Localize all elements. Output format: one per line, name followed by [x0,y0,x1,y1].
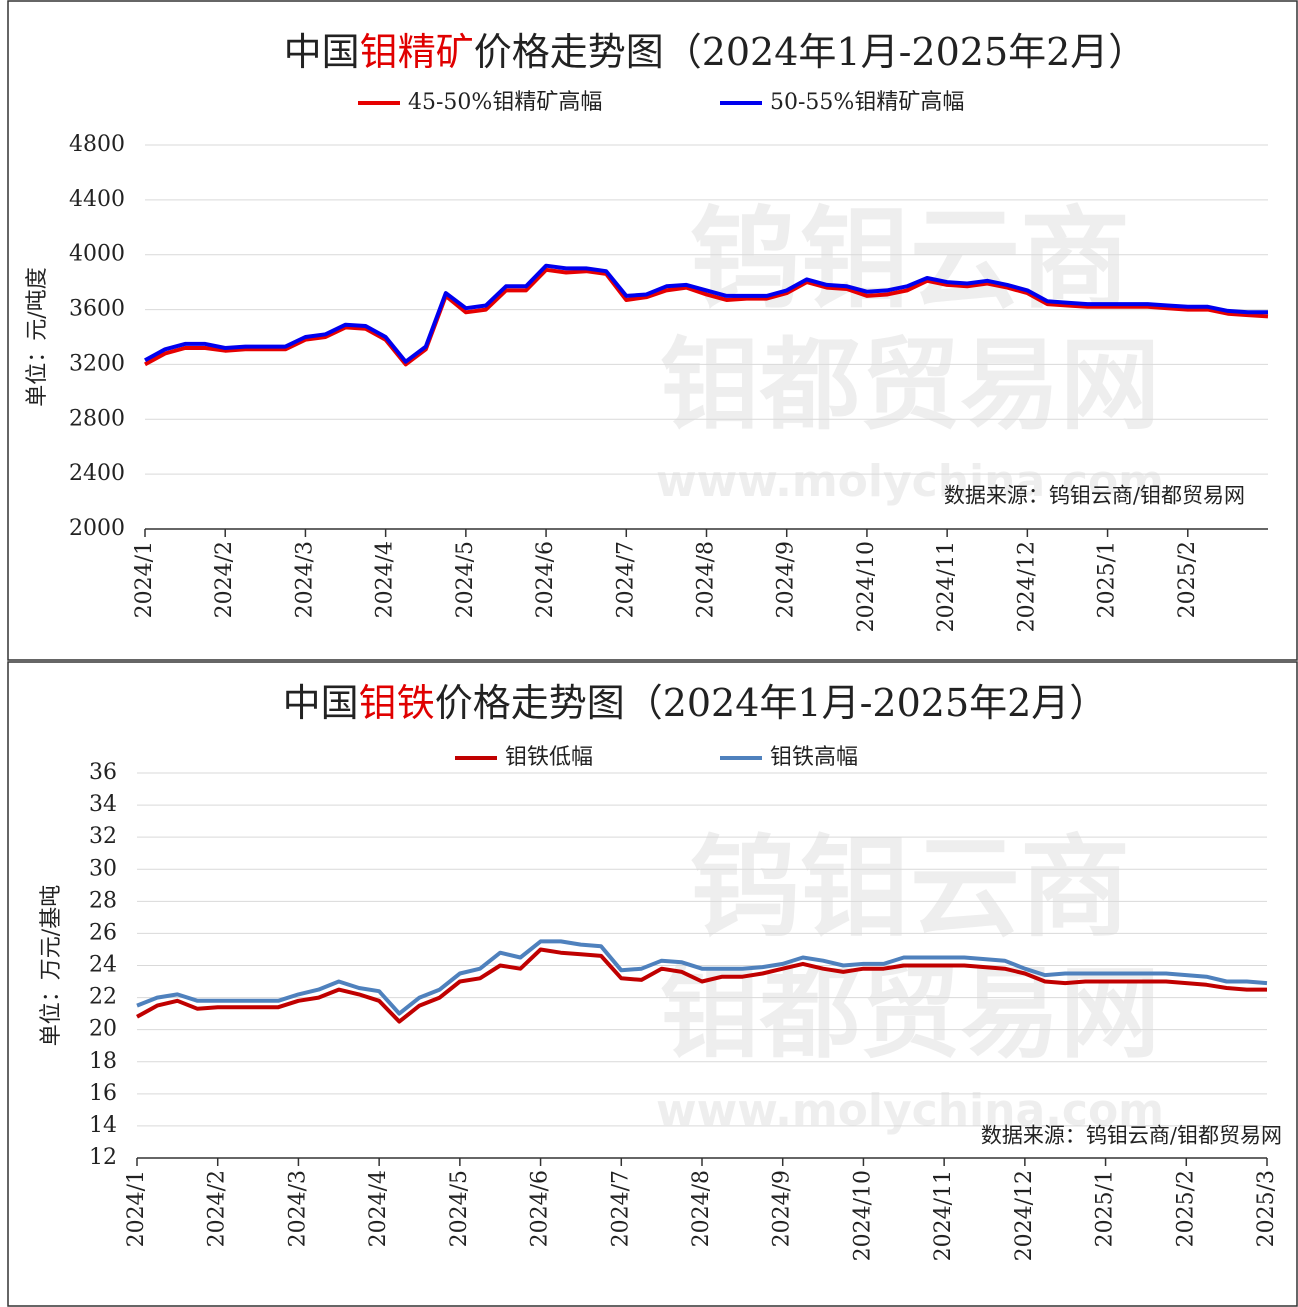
x-tick-label: 2025/2 [1175,541,1200,618]
y-tick-label: 26 [89,920,117,945]
y-tick-label: 4400 [69,187,125,212]
y-tick-label: 24 [89,953,117,978]
y-tick-label: 32 [89,824,117,849]
x-tick-label: 2024/2 [205,1170,230,1247]
title-part: 价格走势图（2024年1月-2025年2月） [474,30,1147,74]
y-tick-label: 18 [89,1049,117,1074]
x-tick-label: 2024/4 [373,541,398,618]
y-tick-label: 20 [89,1017,117,1042]
x-tick-label: 2024/6 [533,541,558,618]
x-tick-label: 2024/4 [366,1170,391,1247]
x-tick-label: 2025/1 [1095,541,1120,618]
x-tick-label: 2024/5 [447,1170,472,1247]
legend-label: 钼铁低幅 [505,745,593,770]
y-tick-label: 36 [89,760,117,785]
y-axis-label: 单位：万元/基吨 [39,885,64,1046]
chart-title: 中国钼铁价格走势图（2024年1月-2025年2月） [283,681,1108,725]
y-tick-label: 2400 [69,461,125,486]
y-tick-label: 2000 [69,516,125,541]
x-tick-label: 2024/7 [613,541,638,618]
x-tick-label: 2025/2 [1173,1170,1198,1247]
x-tick-label: 2024/12 [1014,541,1039,632]
x-tick-label: 2024/1 [124,1170,149,1247]
y-tick-label: 12 [89,1145,117,1170]
x-tick-label: 2025/1 [1093,1170,1118,1247]
x-tick-label: 2024/8 [694,541,719,618]
x-tick-label: 2024/2 [212,541,237,618]
y-tick-label: 4800 [69,132,125,157]
x-tick-label: 2024/10 [850,1170,875,1261]
watermark: www.molychina.com [656,456,1164,507]
x-tick-label: 2024/1 [132,541,157,618]
y-tick-label: 14 [89,1113,117,1138]
title-part: 价格走势图（2024年1月-2025年2月） [435,681,1108,725]
y-tick-label: 30 [89,856,117,881]
series-line [144,263,1268,364]
x-tick-label: 2024/3 [292,541,317,618]
y-tick-label: 4000 [69,242,125,267]
legend-label: 45-50%钼精矿高幅 [408,90,602,115]
y-tick-label: 3200 [69,351,125,376]
x-tick-label: 2024/8 [689,1170,714,1247]
source-note: 数据来源：钨钼云商/钼都贸易网 [981,1124,1282,1148]
x-tick-label: 2024/11 [934,541,959,632]
chart-title: 中国钼精矿价格走势图（2024年1月-2025年2月） [284,30,1147,74]
chart-frame [7,0,1298,661]
y-tick-label: 28 [89,888,117,913]
title-part: 钼铁 [359,681,435,725]
x-tick-label: 2024/11 [931,1170,956,1261]
title-part: 中国 [284,30,360,74]
series-line [136,939,1268,1016]
legend-label: 钼铁高幅 [770,745,858,770]
watermark: 钼都贸易网 [660,326,1160,443]
source-note: 数据来源：钨钼云商/钼都贸易网 [944,484,1245,508]
y-tick-label: 16 [89,1081,117,1106]
x-tick-label: 2024/7 [608,1170,633,1247]
x-tick-label: 2024/6 [528,1170,553,1247]
series-line [136,947,1267,1024]
series-line [144,267,1269,367]
title-part: 中国 [283,681,359,725]
x-tick-label: 2024/5 [453,541,478,618]
y-tick-label: 34 [89,792,117,817]
watermark: 钨钼云商 [690,824,1130,952]
x-tick-label: 2024/12 [1012,1170,1037,1261]
chart-frame [7,661,1298,1307]
x-tick-label: 2024/3 [285,1170,310,1247]
x-tick-label: 2025/3 [1254,1170,1279,1247]
legend-label: 50-55%钼精矿高幅 [770,90,964,115]
x-tick-label: 2024/9 [770,1170,795,1247]
y-axis-label: 单位：元/吨度 [25,267,50,406]
y-tick-label: 3600 [69,297,125,322]
x-tick-label: 2024/10 [854,541,879,632]
x-tick-label: 2024/9 [774,541,799,618]
y-tick-label: 2800 [69,406,125,431]
y-tick-label: 22 [89,985,117,1010]
title-part: 钼精矿 [360,30,474,74]
